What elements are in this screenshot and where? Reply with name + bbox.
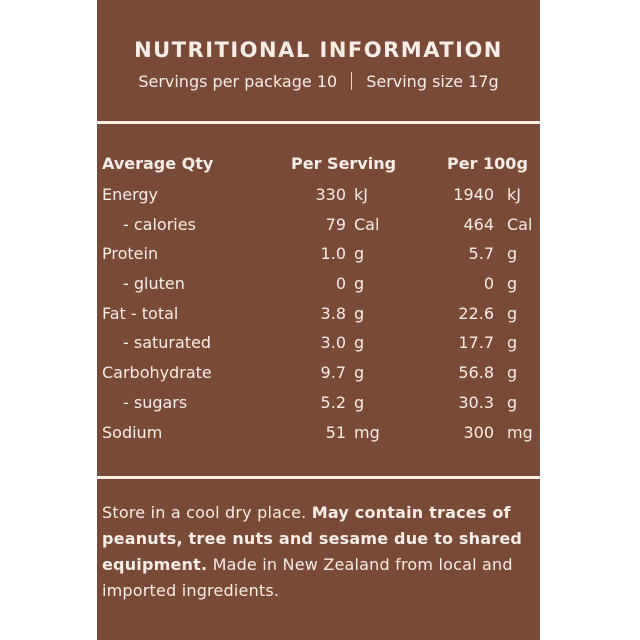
- per-100g-unit: mg: [507, 422, 533, 442]
- per-serving-unit: Cal: [354, 214, 380, 234]
- per-serving-unit: kJ: [354, 185, 368, 204]
- per-serving-value: 9.7: [320, 363, 346, 383]
- origin-statement: Made in New Zealand from local and impor…: [102, 555, 513, 600]
- table-row: Fat - total 3.8 g 22.6 g: [97, 299, 540, 329]
- per-100g-unit: g: [507, 244, 518, 264]
- per-100g-value: 17.7: [458, 333, 494, 353]
- per-serving-value: 1.0: [320, 244, 346, 264]
- row-label: Carbohydrate: [102, 363, 212, 383]
- panel-title: NUTRITIONAL INFORMATION: [134, 38, 503, 62]
- per-100g-value: 1940: [453, 185, 494, 204]
- nutrition-table: Average Qty Per Serving Per 100g Energy …: [97, 148, 540, 447]
- storage-statement: Store in a cool dry place. May contain t…: [102, 500, 537, 604]
- table-row: Carbohydrate 9.7 g 56.8 g: [97, 358, 540, 388]
- per-100g-value: 30.3: [458, 392, 494, 412]
- per-100g-unit: g: [507, 363, 518, 383]
- row-label: - gluten: [123, 274, 185, 294]
- per-100g-value: 300: [463, 422, 494, 442]
- per-100g-value: 464: [463, 214, 494, 234]
- row-label: Sodium: [102, 422, 163, 442]
- per-serving-value: 3.0: [320, 333, 346, 353]
- per-serving-value: 330: [315, 185, 346, 204]
- per-100g-value: 56.8: [458, 363, 494, 383]
- table-row: Sodium 51 mg 300 mg: [97, 418, 540, 448]
- per-serving-unit: g: [354, 303, 365, 323]
- table-row: Protein 1.0 g 5.7 g: [97, 239, 540, 269]
- per-100g-value: 0: [483, 274, 494, 294]
- row-label: Energy: [102, 185, 159, 204]
- servings-per-package: Servings per package 10: [138, 72, 338, 91]
- header-average-qty: Average Qty: [102, 154, 214, 173]
- per-serving-value: 79: [325, 214, 346, 234]
- bottom-rule: [97, 476, 540, 479]
- top-rule: [97, 121, 540, 124]
- per-100g-value: 5.7: [468, 244, 494, 264]
- storage-instruction: Store in a cool dry place.: [102, 503, 312, 522]
- per-serving-value: 51: [325, 422, 346, 442]
- per-100g-unit: kJ: [507, 185, 521, 204]
- row-label: - calories: [123, 214, 196, 234]
- header-per-100g: Per 100g: [447, 154, 528, 173]
- header-per-serving: Per Serving: [291, 154, 397, 173]
- per-100g-unit: Cal: [507, 214, 533, 234]
- row-label: Fat - total: [102, 303, 179, 323]
- table-row: - sugars 5.2 g 30.3 g: [97, 388, 540, 418]
- per-serving-unit: g: [354, 244, 365, 264]
- per-serving-unit: g: [354, 333, 365, 353]
- per-serving-value: 3.8: [320, 303, 346, 323]
- row-label: Protein: [102, 244, 159, 264]
- serving-info: Servings per package 10 Serving size 17g: [97, 72, 540, 91]
- per-100g-unit: g: [507, 392, 518, 412]
- per-100g-value: 22.6: [458, 303, 494, 323]
- row-label: - sugars: [123, 392, 188, 412]
- per-100g-unit: g: [507, 303, 518, 323]
- per-serving-value: 5.2: [320, 392, 346, 412]
- per-serving-unit: g: [354, 392, 365, 412]
- serving-size: Serving size 17g: [366, 72, 499, 91]
- per-serving-unit: g: [354, 363, 365, 383]
- table-header: Average Qty Per Serving Per 100g: [97, 148, 540, 180]
- table-row: - calories 79 Cal 464 Cal: [97, 210, 540, 240]
- per-100g-unit: g: [507, 333, 518, 353]
- allergen-warning: May contain traces of peanuts, tree nuts…: [102, 503, 523, 574]
- per-serving-value: 0: [335, 274, 346, 294]
- per-serving-unit: g: [354, 274, 365, 294]
- table-row: Energy 330 kJ 1940 kJ: [97, 180, 540, 210]
- nutrition-panel: NUTRITIONAL INFORMATION Servings per pac…: [97, 0, 540, 640]
- per-serving-unit: mg: [354, 422, 380, 442]
- table-row: - saturated 3.0 g 17.7 g: [97, 328, 540, 358]
- row-label: - saturated: [123, 333, 212, 353]
- table-row: - gluten 0 g 0 g: [97, 269, 540, 299]
- divider: [351, 72, 353, 90]
- per-100g-unit: g: [507, 274, 518, 294]
